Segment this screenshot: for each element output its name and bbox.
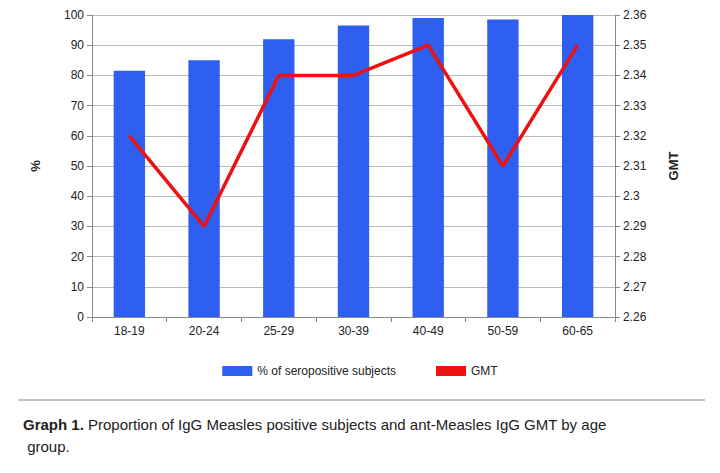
svg-text:2.3: 2.3: [623, 189, 640, 203]
svg-text:GMT: GMT: [471, 364, 498, 378]
svg-text:%: %: [28, 160, 43, 172]
svg-text:2.33: 2.33: [623, 99, 647, 113]
svg-text:2.32: 2.32: [623, 129, 647, 143]
svg-text:100: 100: [64, 8, 84, 22]
svg-text:90: 90: [71, 38, 85, 52]
svg-text:50-59: 50-59: [488, 324, 519, 338]
svg-text:25-29: 25-29: [263, 324, 294, 338]
svg-text:2.36: 2.36: [623, 8, 647, 22]
svg-text:2.35: 2.35: [623, 38, 647, 52]
svg-text:30-39: 30-39: [338, 324, 369, 338]
svg-text:60: 60: [71, 129, 85, 143]
svg-text:10: 10: [71, 280, 85, 294]
svg-text:Proportion of IgG Measles posi: Proportion of IgG Measles positive subje…: [84, 416, 606, 433]
svg-text:2.29: 2.29: [623, 219, 647, 233]
svg-text:0: 0: [77, 310, 84, 324]
svg-text:40: 40: [71, 189, 85, 203]
svg-text:30: 30: [71, 219, 85, 233]
svg-text:group.: group.: [23, 438, 70, 455]
svg-text:GMT: GMT: [666, 152, 681, 181]
svg-text:Graph 1.: Graph 1.: [23, 416, 84, 433]
svg-text:2.27: 2.27: [623, 280, 647, 294]
svg-text:% of seropositive subjects: % of seropositive subjects: [257, 364, 396, 378]
svg-text:70: 70: [71, 99, 85, 113]
svg-text:18-19: 18-19: [114, 324, 145, 338]
svg-text:40-49: 40-49: [413, 324, 444, 338]
svg-text:60-65: 60-65: [562, 324, 593, 338]
svg-text:2.26: 2.26: [623, 310, 647, 324]
svg-text:2.34: 2.34: [623, 68, 647, 82]
svg-text:2.31: 2.31: [623, 159, 647, 173]
svg-text:20-24: 20-24: [189, 324, 220, 338]
svg-text:20: 20: [71, 250, 85, 264]
svg-text:50: 50: [71, 159, 85, 173]
svg-text:2.28: 2.28: [623, 250, 647, 264]
svg-text:80: 80: [71, 68, 85, 82]
